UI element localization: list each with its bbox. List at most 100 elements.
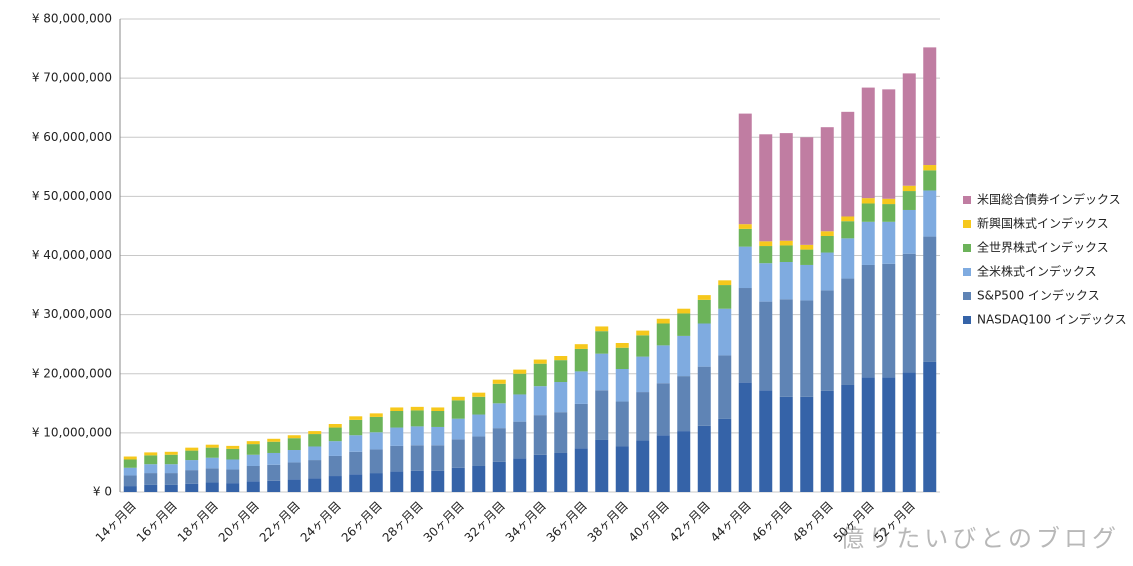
- bar-segment: [308, 460, 322, 479]
- bar-segment: [472, 436, 486, 466]
- bar-segment: [513, 421, 527, 459]
- bar-segment: [369, 432, 383, 450]
- bar-segment: [820, 235, 834, 253]
- bar-segment: [492, 461, 506, 492]
- bar-segment: [144, 455, 158, 465]
- bar-segment: [431, 426, 445, 446]
- x-tick-label: 34ヶ月目: [503, 499, 549, 545]
- bar-segment: [472, 414, 486, 437]
- bar-segment: [636, 392, 650, 441]
- bar-segment: [226, 448, 240, 460]
- bar-segment: [759, 390, 773, 492]
- bar-segment: [431, 470, 445, 492]
- bar-segment: [820, 390, 834, 492]
- bar-segment: [923, 47, 937, 166]
- bar-segment: [902, 191, 916, 210]
- bar-segment: [574, 371, 588, 404]
- bar-segment: [574, 403, 588, 449]
- bar-segment: [533, 454, 547, 492]
- bar-segment: [800, 300, 814, 397]
- bar-segment: [308, 478, 322, 492]
- bar-segment: [287, 462, 301, 480]
- bar-segment: [144, 452, 158, 456]
- bar-segment: [656, 323, 670, 346]
- bar-segment: [164, 454, 178, 465]
- x-tick-label: 32ヶ月目: [462, 499, 508, 545]
- bar-segment: [431, 410, 445, 427]
- bar-segment: [595, 331, 609, 354]
- bar-segment: [861, 198, 875, 204]
- bar-segment: [882, 89, 896, 199]
- x-tick-label: 38ヶ月目: [585, 499, 631, 545]
- bar-segment: [164, 451, 178, 455]
- bar-segment: [861, 87, 875, 199]
- bar-segment: [759, 246, 773, 264]
- bar-segment: [779, 133, 793, 241]
- bar-segment: [615, 347, 629, 370]
- bar-segment: [882, 377, 896, 492]
- bar-segment: [574, 348, 588, 372]
- bar-segment: [554, 412, 568, 453]
- bar-segment: [185, 460, 199, 471]
- bar-segment: [636, 335, 650, 357]
- bar-segment: [738, 246, 752, 289]
- bar-segment: [615, 446, 629, 492]
- bar-segment: [738, 228, 752, 247]
- bar-segment: [267, 441, 281, 453]
- bar-segment: [287, 479, 301, 492]
- bar-segment: [841, 384, 855, 492]
- bar-segment: [841, 221, 855, 239]
- bar-segment: [144, 464, 158, 474]
- bar-segment: [923, 190, 937, 237]
- bar-segment: [923, 165, 937, 171]
- bar-segment: [390, 471, 404, 492]
- bar-segment: [164, 484, 178, 492]
- bar-segment: [410, 445, 424, 471]
- bar-segment: [513, 458, 527, 492]
- bar-segment: [820, 231, 834, 236]
- bar-segment: [861, 377, 875, 492]
- bar-segment: [472, 396, 486, 415]
- bar-segment: [246, 441, 260, 445]
- legend-label: 新興国株式インデックス: [977, 216, 1109, 231]
- bar-segment: [492, 379, 506, 384]
- bar-segment: [349, 451, 363, 475]
- bar-segment: [185, 447, 199, 451]
- bar-segment: [533, 363, 547, 387]
- bar-segment: [308, 434, 322, 447]
- bar-segment: [861, 203, 875, 222]
- x-tick-label: 14ヶ月目: [93, 499, 139, 545]
- x-tick-label: 40ヶ月目: [626, 499, 672, 545]
- y-tick-label: ¥ 70,000,000: [32, 71, 112, 85]
- bar-segment: [779, 240, 793, 246]
- bar-segment: [533, 359, 547, 364]
- x-tick-label: 20ヶ月目: [216, 499, 262, 545]
- bar-segment: [636, 330, 650, 336]
- bar-segment: [574, 448, 588, 492]
- bar-segment: [759, 241, 773, 247]
- bar-segment: [902, 73, 916, 186]
- bar-segment: [923, 170, 937, 191]
- bar-segment: [328, 476, 342, 492]
- legend-label: NASDAQ100 インデックス: [977, 312, 1127, 327]
- bar-segment: [349, 474, 363, 492]
- y-tick-label: ¥ 30,000,000: [32, 307, 112, 321]
- bar-segment: [451, 467, 465, 492]
- x-tick-label: 16ヶ月目: [134, 499, 180, 545]
- bar-segment: [820, 127, 834, 232]
- bar-segment: [164, 464, 178, 474]
- bar-segment: [882, 198, 896, 205]
- bar-segment: [472, 392, 486, 397]
- bar-segment: [882, 263, 896, 378]
- bar-segment: [820, 252, 834, 291]
- bar-segment: [697, 366, 711, 426]
- bar-segment: [677, 308, 691, 314]
- x-tick-label: 22ヶ月目: [257, 499, 303, 545]
- bar-segment: [533, 386, 547, 416]
- bar-segment: [697, 425, 711, 492]
- bar-segment: [451, 439, 465, 468]
- bar-segment: [267, 452, 281, 465]
- bar-segment: [882, 204, 896, 222]
- bar-segment: [718, 285, 732, 309]
